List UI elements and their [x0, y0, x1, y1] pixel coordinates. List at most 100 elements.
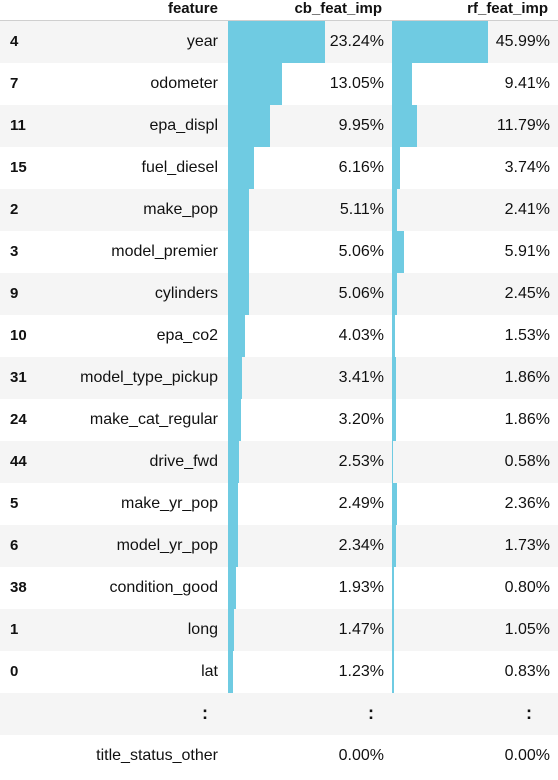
cb-feat-imp-cell: 6.16% — [228, 146, 392, 189]
feature-name-cell: lat — [201, 662, 218, 680]
cb-feat-imp-value: 3.41% — [338, 368, 384, 386]
cb-importance-bar — [228, 230, 250, 273]
cb-importance-bar — [228, 398, 242, 441]
table-row-last: title_status_other 0.00% 0.00% — [0, 734, 558, 777]
feature-name-cell: odometer — [150, 74, 218, 92]
cb-feat-imp-cell: 2.34% — [228, 524, 392, 567]
ellipsis-cell: : — [368, 703, 374, 723]
table-row: 24 make_cat_regular 3.20% 1.86% — [0, 398, 558, 441]
rf-feat-imp-cell: 11.79% — [392, 104, 558, 147]
cb-feat-imp-value: 5.06% — [338, 242, 384, 260]
row-index: 38 — [10, 579, 27, 596]
rf-feat-imp-value: 45.99% — [495, 32, 550, 50]
cb-feat-imp-value: 4.03% — [338, 326, 384, 344]
rf-importance-bar — [392, 62, 412, 105]
feature-name-cell: make_pop — [143, 200, 218, 218]
cb-feat-imp-value: 23.24% — [329, 32, 384, 50]
cb-feat-imp-cell: 3.20% — [228, 398, 392, 441]
table-body: 4 year 23.24% 45.99% 7 odometer 13.05% 9.41% 11 e… — [0, 20, 558, 777]
table-header-row: feature cb_feat_imp rf_feat_imp — [0, 0, 558, 21]
rf-feat-imp-value: 1.86% — [504, 410, 550, 428]
cb-feat-imp-cell: 2.49% — [228, 482, 392, 525]
cb-feat-imp-cell: 1.47% — [228, 608, 392, 651]
cb-importance-bar — [228, 566, 237, 609]
feature-name-cell: make_cat_regular — [89, 410, 218, 428]
rf-feat-imp-cell: 45.99% — [392, 21, 558, 63]
ellipsis-cell: : — [202, 703, 208, 723]
rf-importance-bar — [392, 188, 398, 231]
cb-feat-imp-value: 9.95% — [338, 116, 384, 134]
rf-feat-imp-cell: 1.53% — [392, 314, 558, 357]
rf-importance-bar — [392, 398, 396, 441]
rf-feat-imp-cell: 1.73% — [392, 524, 558, 567]
rf-importance-bar — [392, 566, 394, 609]
cb-feat-imp-cell: 1.23% — [228, 650, 392, 693]
row-index: 6 — [10, 537, 19, 554]
feature-name-cell: epa_displ — [149, 116, 219, 134]
table-row: 38 condition_good 1.93% 0.80% — [0, 566, 558, 609]
rf-feat-imp-cell: 9.41% — [392, 62, 558, 105]
column-header-rf-feat-imp: rf_feat_imp — [392, 0, 558, 21]
table-row: 0 lat 1.23% 0.83% — [0, 650, 558, 693]
rf-feat-imp-cell: 1.05% — [392, 608, 558, 651]
cb-importance-bar — [228, 650, 234, 693]
feature-name-cell: title_status_other — [96, 746, 218, 764]
table-row: 1 long 1.47% 1.05% — [0, 608, 558, 651]
table-row: 9 cylinders 5.06% 2.45% — [0, 272, 558, 315]
cb-feat-imp-value: 2.34% — [338, 536, 384, 554]
feature-name-cell: model_yr_pop — [116, 536, 218, 554]
cb-importance-bar — [228, 146, 254, 189]
cb-importance-bar — [228, 104, 270, 147]
cb-feat-imp-value: 5.06% — [338, 284, 384, 302]
rf-importance-bar — [392, 356, 396, 399]
rf-feat-imp-cell: 1.86% — [392, 356, 558, 399]
cb-feat-imp-cell: 23.24% — [228, 21, 392, 63]
cb-feat-imp-value: 6.16% — [338, 158, 384, 176]
table-row: 44 drive_fwd 2.53% 0.58% — [0, 440, 558, 483]
rf-feat-imp-value: 1.73% — [504, 536, 550, 554]
row-index: 1 — [10, 621, 19, 638]
row-index: 3 — [10, 243, 19, 260]
feature-name-cell: condition_good — [109, 578, 218, 596]
table-row: 31 model_type_pickup 3.41% 1.86% — [0, 356, 558, 399]
cb-importance-bar — [228, 524, 238, 567]
rf-importance-bar — [392, 21, 488, 63]
rf-feat-imp-value: 2.36% — [504, 494, 550, 512]
rf-feat-imp-cell: 3.74% — [392, 146, 558, 189]
cb-feat-imp-cell: 4.03% — [228, 314, 392, 357]
rf-feat-imp-cell: 2.45% — [392, 272, 558, 315]
feature-name-cell: drive_fwd — [149, 452, 218, 470]
rf-feat-imp-value: 9.41% — [504, 74, 550, 92]
cb-importance-bar — [228, 608, 235, 651]
rf-feat-imp-cell: 0.00% — [392, 735, 558, 777]
feature-name-cell: model_type_pickup — [80, 368, 218, 386]
rf-feat-imp-cell: 0.83% — [392, 650, 558, 693]
cb-importance-bar — [228, 188, 250, 231]
rf-feat-imp-cell: 0.58% — [392, 440, 558, 483]
cb-feat-imp-cell: 13.05% — [228, 62, 392, 105]
feature-name-cell: epa_co2 — [156, 326, 218, 344]
rf-importance-bar — [392, 272, 398, 315]
feature-name-cell: model_premier — [111, 242, 218, 260]
ellipsis-cell: : — [526, 703, 532, 723]
rf-feat-imp-cell: 2.41% — [392, 188, 558, 231]
feature-name-cell: make_yr_pop — [121, 494, 218, 512]
feature-name-cell: cylinders — [154, 284, 218, 302]
row-index: 5 — [10, 495, 19, 512]
row-index — [0, 735, 48, 777]
row-index: 0 — [10, 663, 19, 680]
rf-feat-imp-value: 0.83% — [504, 662, 550, 680]
cb-importance-bar — [228, 62, 283, 105]
table-row: 2 make_pop 5.11% 2.41% — [0, 188, 558, 231]
rf-feat-imp-cell: 0.80% — [392, 566, 558, 609]
rf-importance-bar — [392, 608, 395, 651]
cb-feat-imp-value: 13.05% — [329, 74, 384, 92]
row-index: 24 — [10, 411, 27, 428]
cb-feat-imp-value: 1.23% — [338, 662, 384, 680]
rf-feat-imp-value: 0.00% — [504, 746, 550, 764]
table-row: 7 odometer 13.05% 9.41% — [0, 62, 558, 105]
feature-name-cell: long — [187, 620, 218, 638]
cb-feat-imp-value: 3.20% — [338, 410, 384, 428]
rf-importance-bar — [392, 524, 396, 567]
row-index: 11 — [10, 117, 26, 134]
